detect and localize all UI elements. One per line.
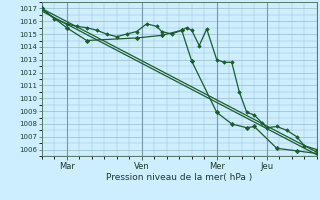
X-axis label: Pression niveau de la mer( hPa ): Pression niveau de la mer( hPa ): [106, 173, 252, 182]
